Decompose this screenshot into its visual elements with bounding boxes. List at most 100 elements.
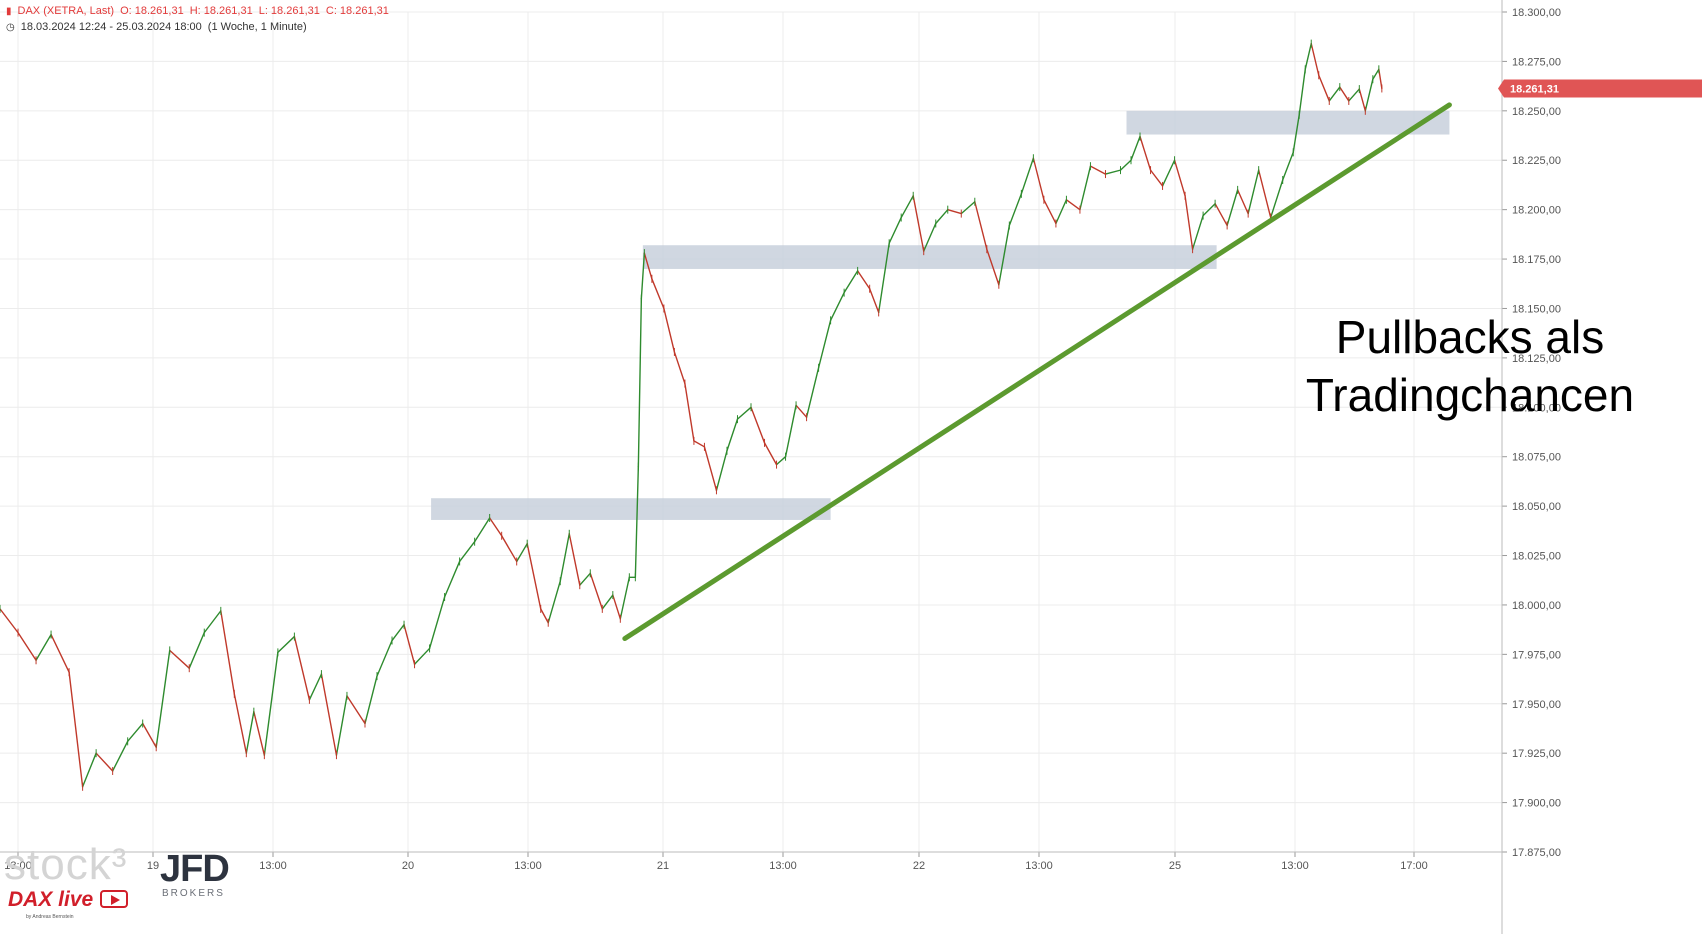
annotation-line-2: Tradingchancen bbox=[1305, 369, 1635, 421]
price-segment bbox=[1139, 135, 1152, 171]
price-segment bbox=[111, 740, 129, 772]
price-segment bbox=[1364, 78, 1374, 112]
price-segment bbox=[912, 195, 925, 252]
y-tick-label: 17.975,00 bbox=[1512, 649, 1561, 661]
price-segment bbox=[843, 270, 859, 294]
x-tick-label: 22 bbox=[913, 860, 925, 872]
price-segment bbox=[473, 517, 491, 543]
price-segment bbox=[1298, 68, 1306, 116]
price-segment bbox=[335, 695, 348, 756]
price-segment bbox=[663, 307, 676, 353]
price-segment bbox=[203, 610, 222, 634]
y-tick-label: 17.875,00 bbox=[1512, 847, 1561, 859]
price-segment bbox=[169, 649, 190, 669]
y-tick-label: 18.125,00 bbox=[1512, 353, 1561, 365]
price-segment bbox=[253, 710, 266, 756]
price-segment bbox=[1104, 169, 1122, 175]
x-tick-label: 13:00 bbox=[769, 860, 797, 872]
price-segment bbox=[1339, 86, 1350, 102]
price-segment bbox=[601, 594, 614, 610]
price-segment bbox=[974, 201, 988, 250]
price-segment bbox=[829, 291, 845, 322]
price-segment bbox=[1184, 195, 1194, 250]
price-segment bbox=[1079, 165, 1092, 211]
trend-layer bbox=[622, 102, 1452, 642]
zone-layer bbox=[431, 110, 1450, 520]
price-segment bbox=[703, 446, 718, 492]
price-segment bbox=[220, 610, 236, 695]
price-segment bbox=[619, 576, 631, 620]
low-value: L: 18.261,31 bbox=[258, 5, 320, 17]
price-segment bbox=[403, 624, 416, 665]
price-segment bbox=[1065, 199, 1081, 211]
price-segment bbox=[0, 608, 19, 634]
price-segment bbox=[245, 710, 255, 754]
price-segment bbox=[559, 533, 570, 582]
price-segment bbox=[293, 635, 311, 701]
candlestick-icon: ▮ bbox=[6, 6, 12, 17]
price-segment bbox=[868, 288, 880, 314]
date-range: 18.03.2024 12:24 - 25.03.2024 18:00 bbox=[20, 21, 202, 33]
price-segment bbox=[750, 406, 766, 444]
price-segment bbox=[726, 418, 739, 452]
price-segment bbox=[540, 608, 549, 624]
price-segment bbox=[1348, 88, 1361, 102]
jfd-brokers-label: BROKERS bbox=[162, 888, 225, 899]
x-tick-label: 13:00 bbox=[514, 860, 542, 872]
watermark: stock³ JFD BROKERS DAX live by Andreas B… bbox=[4, 840, 234, 920]
price-segment bbox=[346, 695, 366, 725]
x-tick-label: 13:00 bbox=[259, 860, 287, 872]
y-tick-label: 18.225,00 bbox=[1512, 155, 1561, 167]
price-segment bbox=[568, 533, 581, 586]
price-segment bbox=[1032, 157, 1045, 201]
x-tick-label: 13:00 bbox=[1025, 860, 1053, 872]
price-layer bbox=[0, 39, 1383, 791]
price-segment bbox=[547, 580, 561, 624]
y-tick-label: 17.950,00 bbox=[1512, 699, 1561, 711]
price-segment bbox=[736, 406, 752, 420]
price-segment bbox=[1282, 151, 1294, 181]
price-zone bbox=[642, 245, 1217, 269]
price-segment bbox=[637, 297, 643, 468]
price-segment bbox=[500, 535, 518, 563]
price-segment bbox=[817, 319, 832, 369]
price-segment bbox=[1173, 159, 1186, 197]
price-segment bbox=[1020, 157, 1035, 195]
price-segment bbox=[488, 517, 503, 537]
x-tick-label: 21 bbox=[657, 860, 669, 872]
price-zone bbox=[431, 498, 831, 520]
instrument-label: DAX (XETRA, Last) bbox=[17, 5, 115, 17]
price-segment bbox=[50, 633, 70, 673]
price-segment bbox=[1161, 159, 1176, 187]
price-segment bbox=[233, 693, 248, 754]
price-segment bbox=[1214, 203, 1228, 227]
price-segment bbox=[68, 671, 84, 788]
price-segment bbox=[715, 450, 728, 492]
price-segment bbox=[612, 594, 622, 620]
price-zone bbox=[1126, 110, 1450, 135]
y-tick-label: 18.300,00 bbox=[1512, 7, 1561, 19]
price-segment bbox=[795, 404, 808, 418]
annotation-line-1: Pullbacks als bbox=[1335, 311, 1605, 363]
price-segment bbox=[1043, 199, 1057, 225]
x-tick-label: 20 bbox=[402, 860, 414, 872]
price-segment bbox=[673, 351, 686, 385]
price-segment bbox=[413, 647, 431, 665]
y-tick-label: 18.250,00 bbox=[1512, 106, 1561, 118]
chart-annotation: Pullbacks als Tradingchancen bbox=[1290, 308, 1650, 424]
price-segment bbox=[428, 596, 446, 650]
price-segment bbox=[376, 639, 393, 677]
price-segment bbox=[35, 633, 52, 661]
price-segment bbox=[1304, 42, 1312, 71]
price-segment bbox=[1318, 74, 1330, 102]
price-segment bbox=[1310, 42, 1320, 76]
price-segment bbox=[1257, 169, 1272, 219]
price-segment bbox=[1119, 159, 1132, 171]
price-segment bbox=[1328, 86, 1341, 102]
price-segment bbox=[775, 456, 787, 466]
price-segment bbox=[155, 649, 171, 748]
dax-live-logo: DAX live bbox=[8, 888, 94, 911]
